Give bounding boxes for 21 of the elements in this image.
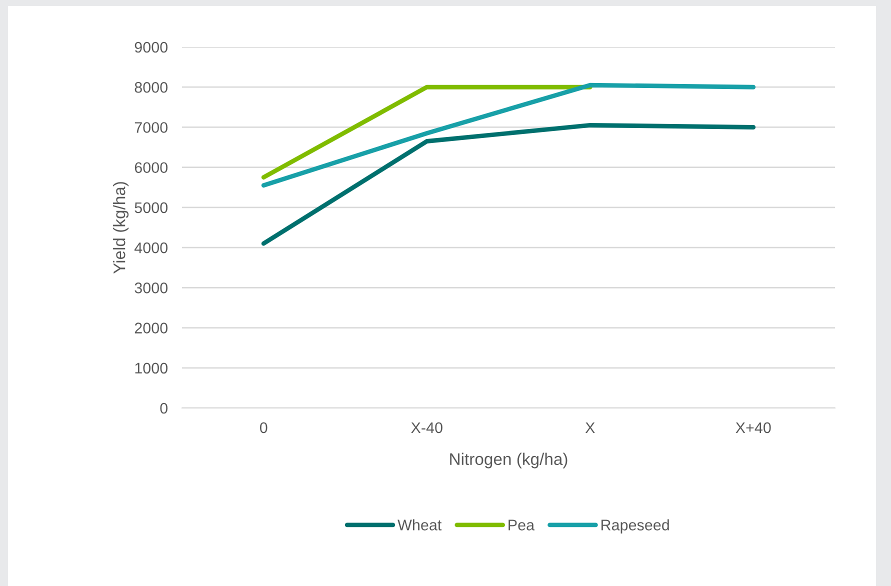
y-tick-label: 2000 xyxy=(134,322,168,334)
legend-label: Wheat xyxy=(398,519,442,530)
legend-label: Rapeseed xyxy=(602,519,669,534)
y-tick-label: 9000 xyxy=(134,42,168,53)
x-axis-title: Nitrogen (kg/ha) xyxy=(450,452,568,468)
x-tick-label: X+40 xyxy=(736,422,771,434)
y-tick-label: 1000 xyxy=(135,362,168,374)
x-tick-label: 0 xyxy=(260,422,268,434)
y-tick-label: 5000 xyxy=(134,202,168,214)
y-axis-title: Yield (kg/ha) xyxy=(113,182,129,274)
y-tick-label: 6000 xyxy=(134,162,168,174)
y-tick-label: 0 xyxy=(160,402,168,414)
x-tick-label: X-40 xyxy=(411,422,442,434)
line-series xyxy=(261,82,756,188)
x-tick-label: X xyxy=(585,422,595,433)
y-tick-label: 4000 xyxy=(134,242,168,254)
line-series xyxy=(261,122,756,246)
y-tick-label: 8000 xyxy=(134,82,168,93)
legend-label: Pea xyxy=(508,520,535,530)
y-tick-label: 3000 xyxy=(134,282,168,294)
y-tick-label: 7000 xyxy=(134,122,168,133)
